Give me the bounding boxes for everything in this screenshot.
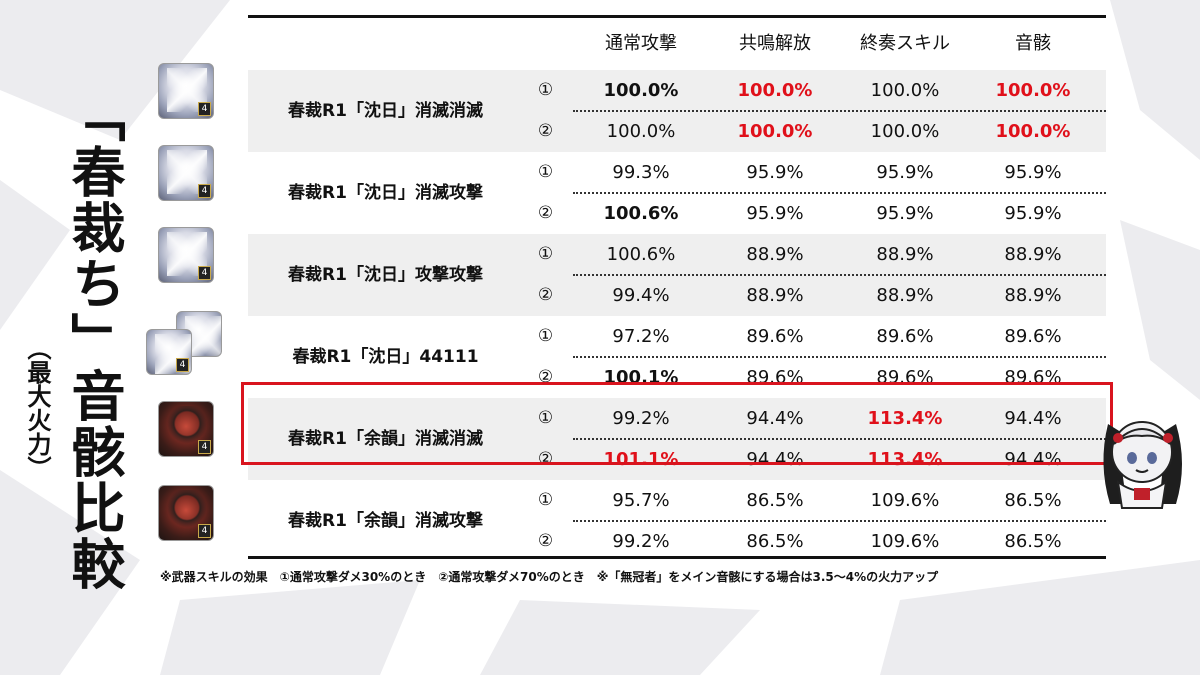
white-ghost-echo-icon: 4: [158, 227, 214, 283]
table-cell: 100.0%: [606, 121, 676, 142]
table-cell: 95.9%: [746, 162, 804, 183]
row-divider: [573, 520, 1106, 522]
table-cell: 86.5%: [746, 490, 804, 511]
table-cell: 88.9%: [876, 244, 934, 265]
white-ghost-echo-icon: 4: [146, 329, 192, 375]
white-ghost-echo-icon: [176, 311, 222, 357]
build-name: 春裁R1「沈日」44111: [292, 347, 479, 367]
rank-badge: 4: [198, 184, 211, 198]
column-header: 共鳴解放: [739, 33, 811, 54]
table-cell: 86.5%: [746, 531, 804, 552]
build-name: 春裁R1「余韻」消滅攻撃: [288, 511, 483, 531]
row-divider: [573, 274, 1106, 276]
white-ghost-echo-icon: 4: [158, 63, 214, 119]
table-cell: 100.0%: [737, 80, 813, 101]
table-cell: 99.3%: [612, 162, 670, 183]
table-cell: 86.5%: [1004, 490, 1062, 511]
column-header: 終奏スキル: [860, 33, 950, 54]
table-cell: 86.5%: [1004, 531, 1062, 552]
table-cell: 89.6%: [876, 326, 934, 347]
table-cell: 99.2%: [612, 408, 670, 429]
table-cell: 100.0%: [870, 80, 940, 101]
table-cell: 97.2%: [612, 326, 670, 347]
table-cell: 100.0%: [995, 80, 1071, 101]
white-ghost-echo-icon: 4: [158, 145, 214, 201]
column-header: 音骸: [1015, 33, 1051, 54]
highlight-box: [241, 382, 1113, 465]
condition-label: ①: [537, 80, 554, 100]
condition-label: ①: [537, 244, 554, 264]
rank-badge: 4: [198, 440, 211, 454]
table-cell: 113.4%: [867, 408, 943, 429]
condition-label: ②: [537, 121, 554, 141]
footnote: ※武器スキルの効果 ①通常攻撃ダメ30%のとき ②通常攻撃ダメ70%のとき ※「…: [160, 570, 939, 584]
table-cell: 100.0%: [870, 121, 940, 142]
table-cell: 88.9%: [876, 285, 934, 306]
table-cell: 100.0%: [995, 121, 1071, 142]
table-cell: 89.6%: [1004, 326, 1062, 347]
table-cell: 88.9%: [746, 244, 804, 265]
build-name: 春裁R1「余韻」消滅消滅: [288, 429, 483, 449]
table-cell: 100.6%: [606, 244, 676, 265]
table-cell: 99.2%: [612, 531, 670, 552]
page-title: 「春裁ち」音骸比較: [62, 88, 125, 592]
table-cell: 89.6%: [746, 326, 804, 347]
table-cell: 88.9%: [1004, 285, 1062, 306]
table-cell: 95.9%: [746, 203, 804, 224]
table-cell: 88.9%: [746, 285, 804, 306]
table-row-group: 春裁R1「沈日」消滅攻撃 ① 99.3% 95.9% 95.9% 95.9% ② 100.6%…: [248, 152, 1106, 234]
red-ghost-echo-icon: 4: [158, 401, 214, 457]
page-subtitle: （最大火力）: [23, 336, 51, 480]
rank-badge: 4: [176, 358, 189, 372]
table-cell: 88.9%: [1004, 244, 1062, 265]
table-cell: 100.0%: [737, 121, 813, 142]
table-cell: 109.6%: [870, 531, 940, 552]
table-row-group: 春裁R1「余韻」消滅消滅 ① 99.2% 94.4% 113.4% 94.4% ② 101.1…: [248, 398, 1106, 480]
table-cell: 100.6%: [603, 203, 679, 224]
build-name: 春裁R1「沈日」消滅攻撃: [288, 183, 483, 203]
table-cell: 94.4%: [1004, 408, 1062, 429]
rank-badge: 4: [198, 102, 211, 116]
table-row-group: 春裁R1「沈日」消滅消滅 ① 100.0% 100.0% 100.0% 100.0% ② 10…: [248, 70, 1106, 152]
red-ghost-echo-icon: 4: [158, 485, 214, 541]
table-cell: 100.0%: [603, 80, 679, 101]
condition-label: ②: [537, 531, 554, 551]
build-name: 春裁R1「沈日」攻撃攻撃: [288, 265, 483, 285]
table-row-group: 春裁R1「余韻」消滅攻撃 ① 95.7% 86.5% 109.6% 86.5% ② 99.2%…: [248, 480, 1106, 562]
rank-badge: 4: [198, 524, 211, 538]
condition-label: ①: [537, 490, 554, 510]
table-cell: 95.9%: [1004, 203, 1062, 224]
row-divider: [573, 356, 1106, 358]
table-cell: 99.4%: [612, 285, 670, 306]
column-header: 通常攻撃: [605, 33, 677, 54]
table-bottom-rule: [248, 556, 1106, 559]
condition-label: ①: [537, 326, 554, 346]
table-cell: 95.9%: [876, 203, 934, 224]
row-divider: [573, 438, 1106, 440]
condition-label: ②: [537, 285, 554, 305]
condition-label: ①: [537, 162, 554, 182]
chibi-character-icon: [1103, 421, 1182, 509]
table-cell: 95.7%: [612, 490, 670, 511]
row-divider: [573, 192, 1106, 194]
rank-badge: 4: [198, 266, 211, 280]
condition-label: ①: [537, 408, 554, 428]
table-cell: 95.9%: [1004, 162, 1062, 183]
echo-icon-column: 4 4 4 4 4 4: [140, 55, 230, 545]
row-divider: [573, 110, 1106, 112]
table-cell: 94.4%: [746, 408, 804, 429]
table-cell: 109.6%: [870, 490, 940, 511]
table-top-rule: [248, 15, 1106, 18]
condition-label: ②: [537, 203, 554, 223]
table-cell: 95.9%: [876, 162, 934, 183]
build-name: 春裁R1「沈日」消滅消滅: [288, 101, 483, 121]
table-row-group: 春裁R1「沈日」攻撃攻撃 ① 100.6% 88.9% 88.9% 88.9% ② 99.4%…: [248, 234, 1106, 316]
